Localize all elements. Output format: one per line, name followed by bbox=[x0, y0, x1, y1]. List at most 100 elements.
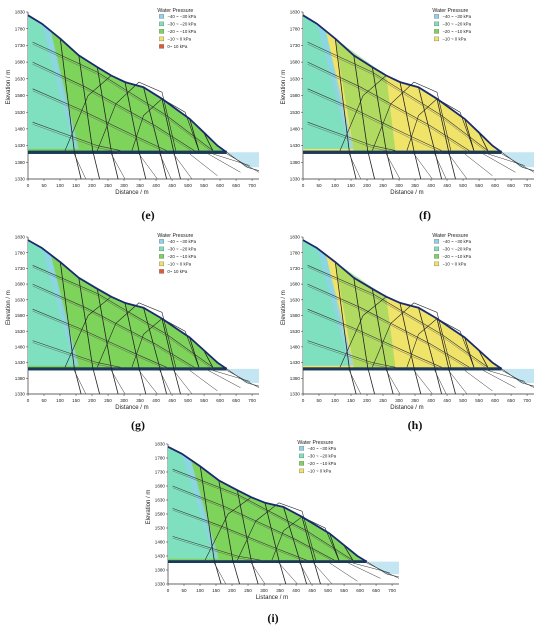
x-tick-label: 200 bbox=[88, 183, 96, 188]
y-tick-label: 1380 bbox=[290, 376, 301, 381]
y-tick-label: 1830 bbox=[15, 10, 26, 15]
bedrock-line bbox=[313, 562, 333, 585]
y-tick-label: 1780 bbox=[290, 250, 301, 255]
legend-label: −40 ~ −30 kPa bbox=[167, 239, 196, 244]
x-tick-label: 50 bbox=[316, 398, 322, 403]
x-tick-label: 50 bbox=[41, 398, 47, 403]
x-tick-label: 0 bbox=[302, 183, 305, 188]
joint-plane-offset bbox=[172, 487, 335, 563]
x-tick-label: 400 bbox=[152, 183, 160, 188]
joint-plane bbox=[32, 340, 121, 368]
x-tick-label: 150 bbox=[212, 588, 220, 593]
bedrock-line bbox=[448, 153, 468, 180]
x-tick-label: 300 bbox=[120, 398, 128, 403]
bedrock-interface bbox=[28, 150, 227, 154]
joint-plane bbox=[172, 485, 335, 561]
bedrock-line bbox=[348, 153, 362, 180]
y-axis-label: Elevation / m bbox=[281, 70, 287, 105]
y-tick-label: 1780 bbox=[15, 250, 26, 255]
y-tick-label: 1530 bbox=[290, 329, 301, 334]
caption-e: (e) bbox=[141, 208, 155, 222]
diagram-svg-f: 0 50 100 150 200 250 300 350 400 450 500 550 600 650 7… bbox=[281, 8, 535, 196]
legend-swatch bbox=[434, 21, 440, 27]
x-tick-label: 600 bbox=[491, 398, 499, 403]
bedrock-line bbox=[208, 153, 241, 173]
bedrock-line bbox=[348, 562, 381, 579]
x-tick-label: 50 bbox=[316, 183, 322, 188]
legend-label: −30 ~ −20 kPa bbox=[307, 454, 336, 459]
valley-profile bbox=[226, 368, 260, 387]
bedrock-interface bbox=[303, 367, 502, 371]
bedrock-line bbox=[138, 370, 158, 395]
bedrock-line bbox=[173, 370, 193, 395]
joint-plane bbox=[32, 265, 213, 368]
valley-profile bbox=[501, 368, 535, 387]
fault-line bbox=[199, 466, 222, 585]
pressure-zone-blue bbox=[181, 453, 219, 559]
legend-swatch bbox=[159, 261, 165, 267]
x-tick-label: 350 bbox=[411, 183, 419, 188]
joint-plane-offset bbox=[307, 124, 396, 153]
x-tick-label: 600 bbox=[216, 398, 224, 403]
pressure-zone-teal bbox=[28, 15, 75, 149]
legend-label: −30 ~ −20 kPa bbox=[442, 247, 471, 252]
pressure-zone-blue bbox=[41, 23, 79, 149]
slip-arc bbox=[372, 81, 452, 151]
bedrock-line bbox=[413, 370, 433, 395]
fault-line bbox=[343, 544, 354, 561]
y-tick-label: 1630 bbox=[155, 498, 166, 503]
valley-profile bbox=[366, 561, 400, 578]
pressure-zone-teal bbox=[168, 446, 215, 559]
bedrock-line bbox=[448, 370, 468, 395]
water-body bbox=[226, 368, 259, 383]
fault-line bbox=[334, 262, 357, 395]
x-tick-label: 700 bbox=[248, 398, 256, 403]
y-axis-label: Elevation / m bbox=[6, 70, 12, 105]
diagram-svg-e: 0 50 100 150 200 250 300 350 400 450 500 550 600 650 7… bbox=[6, 8, 260, 196]
x-tick-label: 100 bbox=[56, 183, 64, 188]
fault-line bbox=[161, 98, 181, 180]
y-tick-label: 1430 bbox=[15, 360, 26, 365]
x-tick-label: 400 bbox=[292, 588, 300, 593]
y-tick-label: 1430 bbox=[155, 554, 166, 559]
fault-line bbox=[478, 132, 489, 151]
bedrock-line bbox=[487, 370, 525, 382]
legend-label: −40 ~ −30 kPa bbox=[307, 446, 336, 451]
fault-line bbox=[218, 480, 240, 585]
x-axis-label: Distance / m bbox=[390, 190, 423, 196]
bedrock-line bbox=[212, 153, 250, 166]
fault-line bbox=[464, 337, 475, 368]
bedrock-line bbox=[434, 370, 447, 395]
legend-swatch bbox=[159, 29, 165, 34]
y-tick-label: 1830 bbox=[155, 442, 166, 447]
fault-line bbox=[124, 82, 147, 180]
joint-plane-offset bbox=[32, 285, 195, 370]
x-tick-label: 600 bbox=[491, 183, 499, 188]
x-tick-label: 450 bbox=[443, 398, 451, 403]
fault-line bbox=[418, 87, 442, 180]
fault-line bbox=[143, 307, 167, 395]
bedrock-interface bbox=[28, 367, 227, 371]
fault-line bbox=[203, 349, 214, 368]
legend-swatch bbox=[434, 246, 440, 252]
joint-plane bbox=[172, 508, 307, 561]
panel-h: 0 50 100 150 200 250 300 350 400 450 500 550 600 650 7… bbox=[275, 225, 550, 440]
y-tick-label: 1430 bbox=[15, 143, 26, 148]
x-axis-label: Listance / m bbox=[256, 595, 288, 601]
fault-line bbox=[399, 302, 422, 395]
bedrock-line bbox=[110, 370, 126, 395]
y-tick-label: 1380 bbox=[290, 160, 301, 165]
water-body bbox=[366, 561, 399, 575]
x-tick-label: 100 bbox=[56, 398, 64, 403]
legend-swatch bbox=[159, 254, 165, 259]
fault-line bbox=[124, 302, 147, 395]
joint-plane-offset bbox=[32, 43, 213, 153]
ground-surface bbox=[27, 14, 228, 154]
y-axis-label: Elevation / m bbox=[146, 490, 152, 525]
legend-swatch bbox=[434, 254, 440, 259]
y-tick-label: 1330 bbox=[290, 177, 301, 182]
joint-plane-offset bbox=[307, 43, 488, 153]
legend-label: −30 ~ −20 kPa bbox=[167, 22, 196, 27]
x-tick-label: 700 bbox=[523, 183, 531, 188]
x-tick-label: 550 bbox=[340, 588, 348, 593]
